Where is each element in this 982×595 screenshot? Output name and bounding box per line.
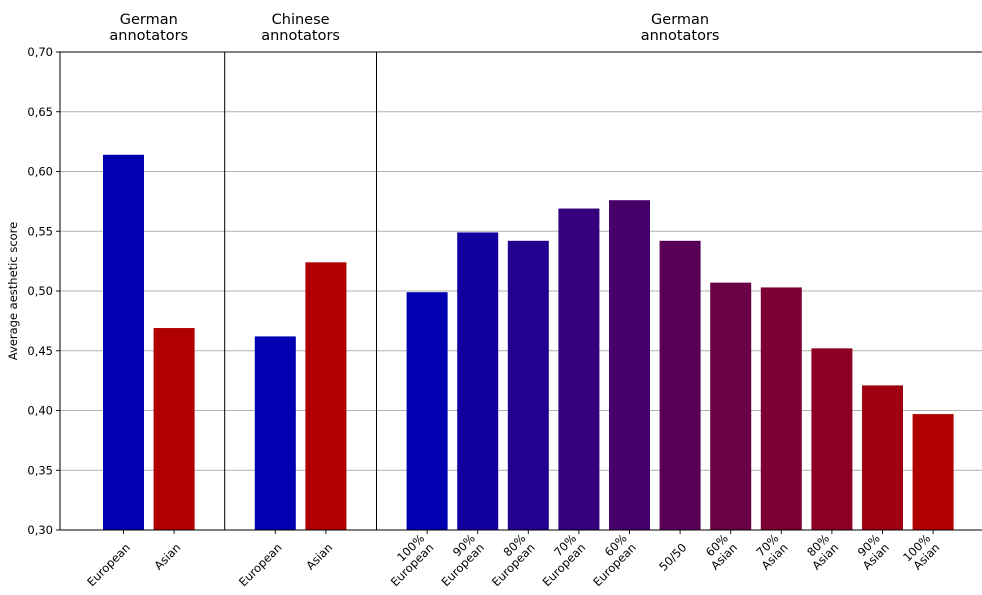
bar [305, 262, 347, 530]
x-tick-label: 90%European [429, 531, 487, 589]
bar [811, 348, 853, 530]
group-title-line: annotators [641, 28, 720, 44]
plot-frame [59, 51, 982, 531]
bar [659, 240, 701, 530]
group-title-line: Chinese [272, 12, 330, 28]
bar [457, 232, 499, 530]
y-tick-label: 0,60 [27, 165, 53, 179]
y-tick-label: 0,70 [27, 45, 53, 59]
y-tick-label: 0,40 [27, 404, 53, 418]
y-tick-label: 0,30 [27, 523, 53, 537]
x-tick-label: 70%European [530, 531, 588, 589]
bar [912, 414, 954, 530]
x-tick-label: 80%European [480, 531, 538, 589]
y-tick-label: 0,55 [27, 224, 53, 238]
x-axis: European Asian European Asian 100%European 90… [84, 530, 942, 589]
x-tick-label: 100%Asian [900, 531, 942, 573]
group-title-line: German [120, 12, 178, 28]
group-title-line: German [651, 12, 709, 28]
y-axis: 0,30 0,35 0,40 0,45 0,50 0,55 0,60 0,65 0,70 [27, 45, 60, 537]
bar [558, 208, 600, 531]
x-tick-label-line: Asian [303, 540, 335, 572]
x-tick-label: 70%Asian [749, 531, 790, 572]
y-tick-label: 0,65 [27, 105, 53, 119]
bar [862, 385, 903, 530]
x-tick-label: European [84, 540, 133, 589]
x-tick-label-line: Asian [151, 540, 183, 572]
y-tick-label: 0,45 [27, 344, 53, 358]
bar [760, 287, 802, 530]
bars [103, 154, 954, 531]
group-title-line: annotators [109, 28, 188, 44]
x-tick-label-line: 50/50 [656, 540, 689, 573]
x-tick-label: 90%Asian [851, 531, 892, 572]
bar [153, 328, 195, 530]
x-tick-label: Asian [303, 540, 335, 572]
y-tick-label: 0,50 [27, 284, 53, 298]
group-title: German annotators [641, 12, 720, 44]
x-tick-label: Asian [151, 540, 183, 572]
bar [507, 240, 549, 530]
bar [406, 292, 448, 530]
x-tick-label: 100%European [379, 531, 437, 589]
group-title-line: annotators [261, 28, 340, 44]
bar [609, 200, 650, 530]
x-tick-label: 60%European [581, 531, 639, 589]
x-tick-label-line: European [236, 540, 285, 589]
group-title: German annotators [109, 12, 188, 44]
group-title: Chinese annotators [261, 12, 340, 44]
bar [103, 154, 144, 530]
y-tick-label: 0,35 [27, 463, 53, 477]
x-tick-label: 60%Asian [699, 531, 740, 572]
bar [254, 336, 296, 530]
x-tick-label: 50/50 [656, 540, 689, 573]
x-tick-label-line: European [84, 540, 133, 589]
y-axis-label: Average aesthetic score [6, 222, 20, 360]
x-tick-label: 80%Asian [800, 531, 841, 572]
x-tick-label: European [236, 540, 285, 589]
bar [710, 282, 752, 530]
